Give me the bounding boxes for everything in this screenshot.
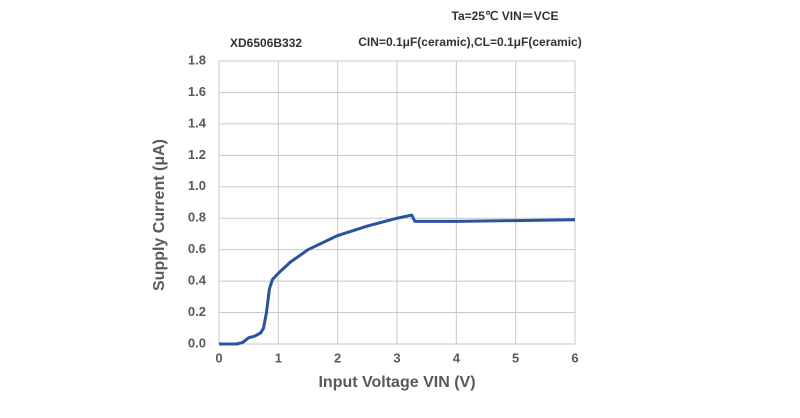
y-tick-label: 0.6 bbox=[188, 241, 206, 256]
chart-title: XD6506B332 bbox=[230, 36, 302, 50]
x-tick-label: 6 bbox=[571, 350, 578, 365]
y-axis-label: Supply Current (μA) bbox=[151, 139, 168, 291]
x-tick-label: 3 bbox=[393, 350, 400, 365]
x-axis-label: Input Voltage VIN (V) bbox=[318, 374, 475, 391]
y-tick-label: 1.0 bbox=[188, 178, 206, 193]
y-tick-label: 0.2 bbox=[188, 304, 206, 319]
x-tick-label: 4 bbox=[453, 350, 461, 365]
y-tick-label: 1.2 bbox=[188, 147, 206, 162]
y-tick-label: 0.8 bbox=[188, 210, 206, 225]
data-line bbox=[219, 213, 576, 346]
y-tick-label: 0.0 bbox=[188, 335, 206, 350]
y-tick-label: 1.8 bbox=[188, 52, 206, 67]
x-tick-label: 0 bbox=[215, 350, 222, 365]
y-tick-label: 1.6 bbox=[188, 84, 206, 99]
annotation: Ta=25℃ VIN＝VCE bbox=[452, 9, 559, 23]
x-tick-label: 1 bbox=[275, 350, 282, 365]
y-tick-label: 0.4 bbox=[188, 273, 207, 288]
x-tick-label: 2 bbox=[334, 350, 341, 365]
x-tick-label: 5 bbox=[512, 350, 519, 365]
annotation: CIN=0.1μF(ceramic),CL=0.1μF(ceramic) bbox=[358, 35, 581, 49]
y-tick-label: 1.4 bbox=[188, 115, 207, 130]
